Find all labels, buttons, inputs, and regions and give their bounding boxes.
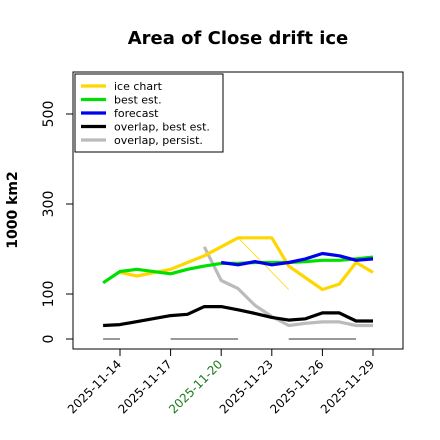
y-axis-label: 1000 km2 xyxy=(5,171,21,248)
legend-label-best-est: best est. xyxy=(114,94,162,107)
legend-label-overlap-best-est: overlap, best est. xyxy=(114,121,210,134)
y-tick-label-500: 500 xyxy=(41,101,57,128)
legend-label-ice-chart: ice chart xyxy=(114,80,163,93)
y-axis: 0 100 300 500 xyxy=(41,101,73,344)
y-tick-label-0: 0 xyxy=(41,335,57,344)
series-line-forecast xyxy=(220,251,374,267)
y-tick-label-300: 300 xyxy=(41,191,57,218)
series-line-best-est xyxy=(102,255,374,285)
series-layer xyxy=(102,236,374,340)
plot-frame xyxy=(72,71,404,350)
y-tick-label-100: 100 xyxy=(41,281,57,308)
series-line-overlap-persist xyxy=(202,246,373,328)
series-line-ice-chart xyxy=(119,236,374,292)
x-tick-label-2025-11-29: 2025-11-29 xyxy=(318,357,377,416)
legend-label-forecast: forecast xyxy=(114,107,159,120)
x-axis: 2025-11-142025-11-172025-11-202025-11-23… xyxy=(65,349,377,416)
legend-label-overlap-persist: overlap, persist. xyxy=(114,134,203,147)
series-line-overlap-best-est xyxy=(103,305,373,328)
chart-title: Area of Close drift ice xyxy=(128,28,349,49)
